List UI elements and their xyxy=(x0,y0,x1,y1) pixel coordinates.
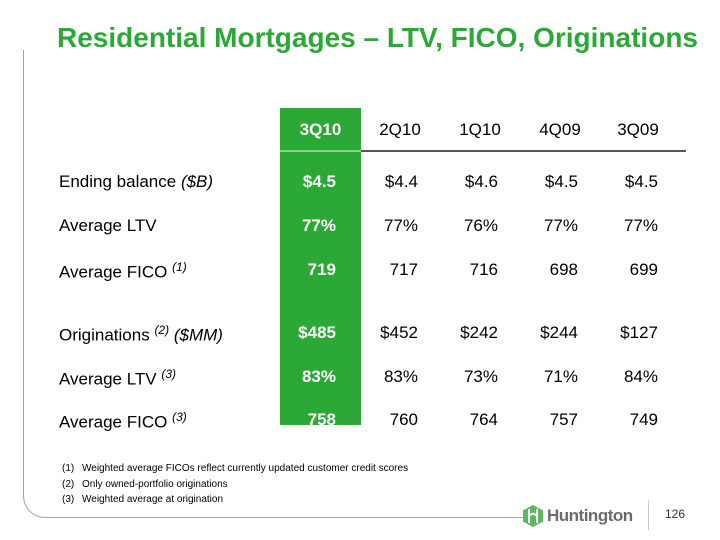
table-cell: 77% xyxy=(301,216,336,235)
table-row: Average LTV 77% 77% 76% 77% 77% xyxy=(0,216,720,240)
footnote-ref: (1) xyxy=(172,260,187,274)
table-cell: 764 xyxy=(469,410,498,429)
table-header: 3Q10 2Q10 1Q10 4Q09 3Q09 xyxy=(0,120,720,144)
column-header: 3Q09 xyxy=(617,120,659,139)
table-row: Average FICO (3) 758 760 764 757 749 xyxy=(0,410,720,434)
huntington-logo: Huntington xyxy=(523,505,633,527)
column-header: 1Q10 xyxy=(459,120,501,139)
table-cell: 84% xyxy=(623,367,658,386)
table-cell: $4.4 xyxy=(384,172,418,191)
logo-text: Huntington xyxy=(547,506,633,525)
divider xyxy=(648,500,649,530)
table-cell: 76% xyxy=(463,216,498,235)
footnote: (3) Weighted average at origination xyxy=(62,494,224,505)
table-cell: 716 xyxy=(469,260,498,279)
table-row: Originations (2) ($MM) $485 $452 $242 $244 $1… xyxy=(0,323,720,347)
footnote-ref: (3) xyxy=(161,367,177,381)
table-cell: $4.6 xyxy=(464,172,498,191)
table-row: Ending balance ($B) $4.5 $4.4 $4.6 $4.5 $4.5 xyxy=(0,172,720,196)
footnote: (2) Only owned-portfolio originations xyxy=(62,478,228,490)
table-cell: 717 xyxy=(389,260,418,279)
column-header: 2Q10 xyxy=(379,120,421,139)
table-cell: $485 xyxy=(298,323,336,342)
table-cell: 73% xyxy=(463,367,498,386)
table-cell: $244 xyxy=(540,323,578,342)
table-cell: 77% xyxy=(383,216,418,235)
logo-icon xyxy=(523,505,543,527)
table-cell: 83% xyxy=(383,367,418,386)
column-header: 3Q10 xyxy=(299,120,342,139)
row-label: Average FICO (3) xyxy=(59,410,187,432)
row-label: Average LTV xyxy=(59,216,157,235)
table-cell: 83% xyxy=(301,367,336,386)
table-cell: 77% xyxy=(623,216,658,235)
table-row: Average LTV (3) 83% 83% 73% 71% 84% xyxy=(0,367,720,391)
row-label: Originations (2) ($MM) xyxy=(59,323,223,345)
row-label: Ending balance ($B) xyxy=(59,172,214,191)
table-cell: $242 xyxy=(460,323,498,342)
table-cell: $4.5 xyxy=(544,172,578,191)
table-cell: 77% xyxy=(543,216,578,235)
table-cell: 758 xyxy=(307,410,336,429)
table-cell: $4.5 xyxy=(624,172,658,191)
divider xyxy=(280,150,361,152)
page-title: Residential Mortgages – LTV, FICO, Origi… xyxy=(57,22,698,53)
table-cell: 749 xyxy=(629,410,658,429)
unit: ($MM) xyxy=(173,325,223,345)
footnote: (1) Weighted average FICOs reflect curren… xyxy=(62,463,409,474)
page-number: 126 xyxy=(665,507,686,521)
table-cell: 719 xyxy=(307,260,336,279)
table-cell: 760 xyxy=(389,410,418,429)
table-row: Average FICO (1) 719 717 716 698 699 xyxy=(0,260,720,284)
table-cell: 698 xyxy=(549,260,578,279)
row-label: Average FICO (1) xyxy=(59,260,187,282)
footnote-ref: (3) xyxy=(172,410,187,424)
table-cell: 71% xyxy=(543,367,578,386)
slide-frame xyxy=(23,50,524,518)
highlight-column xyxy=(280,108,361,425)
table-cell: 757 xyxy=(549,410,578,429)
column-header: 4Q09 xyxy=(539,120,581,139)
footnote-ref: (2) xyxy=(154,323,170,337)
table-cell: $452 xyxy=(380,323,418,342)
table-cell: 699 xyxy=(629,260,658,279)
header-divider xyxy=(361,150,686,152)
row-label: Average LTV (3) xyxy=(59,367,177,389)
table-cell: $4.5 xyxy=(302,172,336,191)
footnotes: (1) Weighted average FICOs reflect curren… xyxy=(62,461,408,508)
table-cell: $127 xyxy=(620,323,658,342)
unit: ($B) xyxy=(180,172,214,191)
